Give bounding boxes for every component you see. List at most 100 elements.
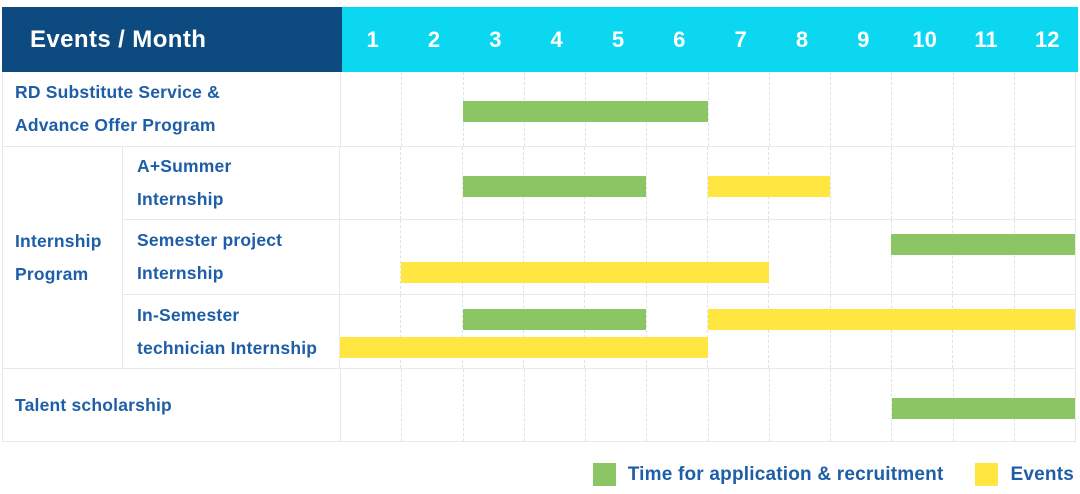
month-gridline-column [892, 295, 954, 368]
month-header-cell: 11 [974, 26, 998, 52]
chart-cell-in-semester [340, 295, 1075, 368]
month-gridline-column [340, 295, 402, 368]
legend-label: Events [1010, 463, 1074, 485]
table-row: Semester project Internship [123, 220, 1075, 295]
month-gridline-column [401, 220, 463, 294]
row-label-line: Advance Offer Program [15, 115, 216, 135]
month-gridlines [340, 220, 1075, 294]
month-gridline-column [585, 220, 647, 294]
row-label-talent-scholarship: Talent scholarship [3, 369, 341, 441]
month-gridline-column [647, 147, 708, 219]
month-gridline-column [769, 295, 831, 368]
month-gridline-column [1015, 147, 1075, 219]
month-gridline-column [402, 369, 464, 441]
legend-item: Time for application & recruitment [592, 463, 944, 486]
month-gridline-column [341, 369, 403, 441]
table-body: RD Substitute Service & Advance Offer Pr… [3, 72, 1075, 441]
table-row: In-Semester technician Internship [123, 295, 1075, 369]
group-label-line: Internship [15, 230, 102, 251]
month-gridline-column [647, 295, 708, 368]
row-label-a-summer: A+Summer Internship [123, 147, 340, 219]
month-header-cell: 8 [795, 26, 809, 52]
month-header-cell: 4 [550, 26, 563, 52]
month-gridline-column [892, 147, 954, 219]
month-gridline-column [708, 220, 770, 294]
group-label-line: Program [15, 263, 89, 284]
month-gridline-column [954, 72, 1015, 146]
internship-program-group: Internship Program A+Summer Internship [3, 147, 1075, 369]
month-gridline-column [770, 369, 831, 441]
month-gridline-column [340, 220, 402, 294]
gantt-table: Events / Month 1 2 3 4 5 6 7 8 9 10 11 12 RD Substi… [2, 7, 1078, 442]
month-gridline-column [463, 295, 524, 368]
row-label-line: In-Semester [137, 304, 240, 325]
month-header-cell: 10 [912, 26, 937, 52]
row-label-line: Talent scholarship [15, 394, 172, 415]
month-gridline-column [647, 220, 708, 294]
month-gridline-column [463, 220, 524, 294]
internship-subrows: A+Summer Internship Semester project Int… [123, 147, 1075, 369]
chart-cell-rd-substitute [341, 72, 1075, 146]
row-label-rd-substitute: RD Substitute Service & Advance Offer Pr… [3, 72, 341, 146]
table-row: RD Substitute Service & Advance Offer Pr… [3, 72, 1075, 147]
table-header-row: Events / Month 1 2 3 4 5 6 7 8 9 10 11 12 [2, 7, 1078, 72]
row-label-line: RD Substitute Service & [15, 82, 220, 102]
legend-item: Events [975, 463, 1074, 486]
month-header-cell: 6 [673, 26, 686, 52]
month-gridline-column [401, 147, 463, 219]
month-gridline-column [647, 72, 709, 146]
month-gridline-column [401, 295, 463, 368]
month-gridline-column [953, 295, 1015, 368]
month-gridline-column [831, 369, 893, 441]
row-label-in-semester: In-Semester technician Internship [123, 295, 340, 368]
application-period-bar [891, 234, 1075, 255]
event-period-bar [707, 309, 1075, 330]
event-period-bar [340, 337, 708, 358]
month-gridline-column [892, 220, 954, 294]
month-gridline-column [524, 295, 586, 368]
yellow-legend-swatch [975, 463, 999, 486]
month-gridline-column [1015, 295, 1075, 368]
event-period-bar [401, 262, 769, 283]
month-gridline-column [341, 72, 403, 146]
event-period-bar [707, 176, 830, 197]
application-period-bar [462, 176, 647, 197]
month-gridline-column [709, 72, 770, 146]
row-label-line: Internship [137, 263, 224, 283]
events-month-header-cell: Events / Month [2, 7, 342, 72]
month-gridline-column [769, 147, 831, 219]
month-gridline-column [525, 369, 586, 441]
month-header: 1 2 3 4 5 6 7 8 9 10 11 12 [342, 7, 1078, 72]
month-header-cell: 3 [489, 26, 502, 52]
month-gridline-column [647, 369, 709, 441]
month-gridline-column [831, 295, 892, 368]
row-label-line: technician Internship [137, 337, 318, 358]
application-period-bar [891, 398, 1075, 419]
month-gridline-column [708, 295, 770, 368]
green-legend-swatch [592, 463, 616, 486]
table-row: A+Summer Internship [123, 147, 1075, 220]
month-header-cell: 5 [611, 26, 625, 52]
row-label-line: Semester project [137, 230, 283, 250]
row-label-semester-project: Semester project Internship [123, 220, 340, 294]
row-label-line: A+Summer [137, 156, 232, 176]
month-gridlines [341, 72, 1075, 146]
month-gridline-column [831, 220, 892, 294]
month-header-cell: 1 [366, 26, 379, 52]
month-header-cell: 9 [857, 26, 870, 52]
chart-cell-semester-project [340, 220, 1075, 294]
legend: Time for application & recruitment Events [592, 463, 1074, 486]
month-gridline-column [770, 72, 831, 146]
month-gridline-column [524, 220, 586, 294]
row-label-line: Internship [137, 189, 224, 209]
month-gridline-column [1015, 220, 1075, 294]
month-gridline-column [1015, 72, 1075, 146]
chart-cell-a-summer [340, 147, 1075, 219]
month-gridline-column [831, 147, 892, 219]
month-header-cell: 2 [427, 26, 441, 52]
month-gridline-column [953, 220, 1015, 294]
month-gridline-column [340, 147, 402, 219]
month-gridline-column [831, 72, 893, 146]
month-gridline-column [769, 220, 831, 294]
